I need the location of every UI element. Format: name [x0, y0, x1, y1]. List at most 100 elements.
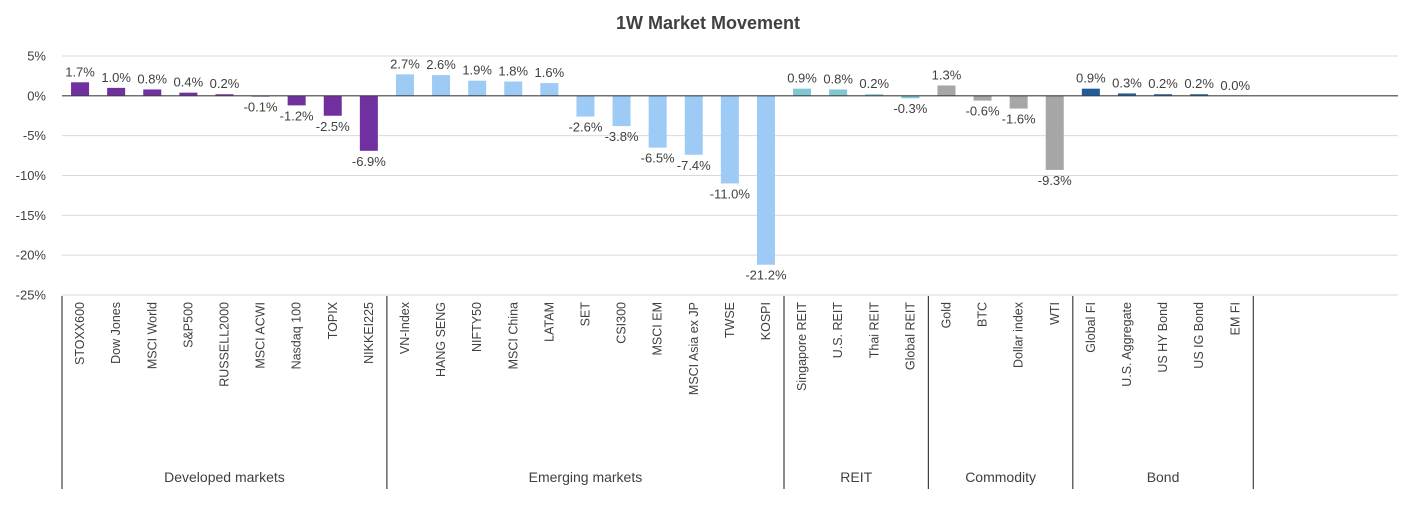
x-tick-label: HANG SENG: [434, 302, 448, 377]
bar: [395, 74, 414, 96]
x-tick-label: MSCI China: [506, 302, 520, 369]
data-label: 0.3%: [1112, 75, 1142, 90]
bar: [576, 95, 595, 117]
x-tick-label: Gold: [939, 302, 953, 328]
bar: [107, 87, 126, 96]
x-tick-label: MSCI ACWI: [254, 302, 268, 369]
bar: [504, 81, 523, 96]
data-label: -6.5%: [641, 151, 675, 166]
bar: [432, 75, 451, 96]
bar: [1045, 95, 1064, 170]
bar: [540, 83, 559, 96]
data-label: 0.9%: [1076, 71, 1106, 86]
data-label: -9.3%: [1038, 173, 1072, 188]
bar: [143, 89, 162, 96]
data-label: 0.2%: [1184, 76, 1214, 91]
bar: [756, 95, 775, 265]
bar: [215, 94, 234, 96]
bar: [323, 95, 342, 116]
bar: [684, 95, 703, 155]
x-tick-label: S&P500: [181, 302, 195, 348]
bar: [71, 82, 90, 96]
bar: [1190, 94, 1209, 96]
y-tick-label: -15%: [16, 208, 47, 223]
x-tick-label: TOPIX: [326, 301, 340, 339]
data-label: 1.6%: [535, 65, 565, 80]
data-label: 0.2%: [1148, 76, 1178, 91]
bar: [1009, 95, 1028, 109]
x-tick-label: U.S. REIT: [831, 302, 845, 359]
x-tick-label: MSCI Asia ex JP: [687, 302, 701, 395]
y-tick-label: 0%: [27, 88, 46, 103]
data-label: 0.0%: [1220, 78, 1250, 93]
bar: [793, 88, 812, 96]
group-label: Emerging markets: [529, 469, 643, 485]
x-tick-label: Global REIT: [903, 302, 917, 370]
data-label: -7.4%: [677, 158, 711, 173]
bar: [901, 95, 920, 99]
x-tick-label: U.S. Aggregate: [1120, 302, 1134, 387]
bar: [720, 95, 739, 184]
x-tick-label: Dow Jones: [109, 302, 123, 364]
x-axis: STOXX600 Dow Jones MSCI World S&P500 RUSSELL…: [61, 296, 1254, 489]
x-tick-label: KOSPI: [759, 302, 773, 340]
y-tick-label: -10%: [16, 168, 47, 183]
data-label: -3.8%: [605, 129, 639, 144]
data-label: 1.0%: [101, 70, 131, 85]
data-label: -0.1%: [244, 100, 278, 115]
y-tick-label: -20%: [16, 248, 47, 263]
x-tick-label: EM FI: [1228, 302, 1242, 335]
x-tick-label: MSCI World: [145, 302, 159, 369]
data-label: 0.8%: [823, 71, 853, 86]
y-axis: 5% 0% -5% -10% -15% -20% -25%: [16, 49, 47, 303]
bar: [1117, 93, 1136, 96]
bar: [287, 95, 306, 106]
x-tick-label: SET: [578, 302, 592, 327]
bars: [71, 74, 1245, 265]
bar: [973, 95, 992, 101]
data-label: -0.6%: [966, 104, 1000, 119]
data-label: -6.9%: [352, 154, 386, 169]
data-label: 1.7%: [65, 64, 95, 79]
group-label: Commodity: [965, 469, 1036, 485]
data-label: -2.6%: [568, 120, 602, 135]
bar: [1081, 88, 1100, 96]
x-tick-label: VN-Index: [398, 301, 412, 354]
data-label: 1.9%: [462, 63, 492, 78]
x-tick-label: LATAM: [542, 302, 556, 342]
y-tick-label: 5%: [27, 49, 46, 64]
y-tick-label: -25%: [16, 288, 47, 303]
x-tick-label: NIKKEI225: [362, 302, 376, 364]
data-label: -1.2%: [280, 108, 314, 123]
bar: [1154, 94, 1173, 96]
bar: [829, 89, 848, 96]
data-label: 2.6%: [426, 57, 456, 72]
data-label: 0.4%: [174, 75, 204, 90]
group-label: Bond: [1147, 469, 1180, 485]
data-label: 1.3%: [932, 67, 962, 82]
bar: [865, 94, 884, 96]
bar: [612, 95, 631, 127]
y-tick-label: -5%: [23, 128, 47, 143]
data-label: 0.8%: [137, 71, 167, 86]
x-tick-label: TWSE: [723, 302, 737, 338]
x-tick-label: Global FI: [1084, 302, 1098, 353]
data-label: -21.2%: [745, 268, 787, 283]
data-label: 0.2%: [210, 76, 240, 91]
bar: [359, 95, 378, 151]
x-tick-label: US IG Bond: [1192, 302, 1206, 369]
data-label: -1.6%: [1002, 112, 1036, 127]
group-label: Developed markets: [164, 469, 285, 485]
x-tick-label: WTI: [1048, 302, 1062, 325]
x-tick-label: RUSSELL2000: [217, 302, 231, 387]
x-tick-label: Nasdaq 100: [290, 302, 304, 369]
x-tick-label: STOXX600: [73, 302, 87, 365]
data-labels: 1.7% 1.0% 0.8% 0.4% 0.2% -0.1%-1.2%-2.5% -6.9%…: [65, 56, 1250, 282]
x-tick-label: Singapore REIT: [795, 302, 809, 391]
data-label: -2.5%: [316, 119, 350, 134]
x-tick-label: US HY Bond: [1156, 302, 1170, 373]
x-tick-label: MSCI EM: [651, 302, 665, 355]
chart-title: 1W Market Movement: [616, 13, 800, 33]
